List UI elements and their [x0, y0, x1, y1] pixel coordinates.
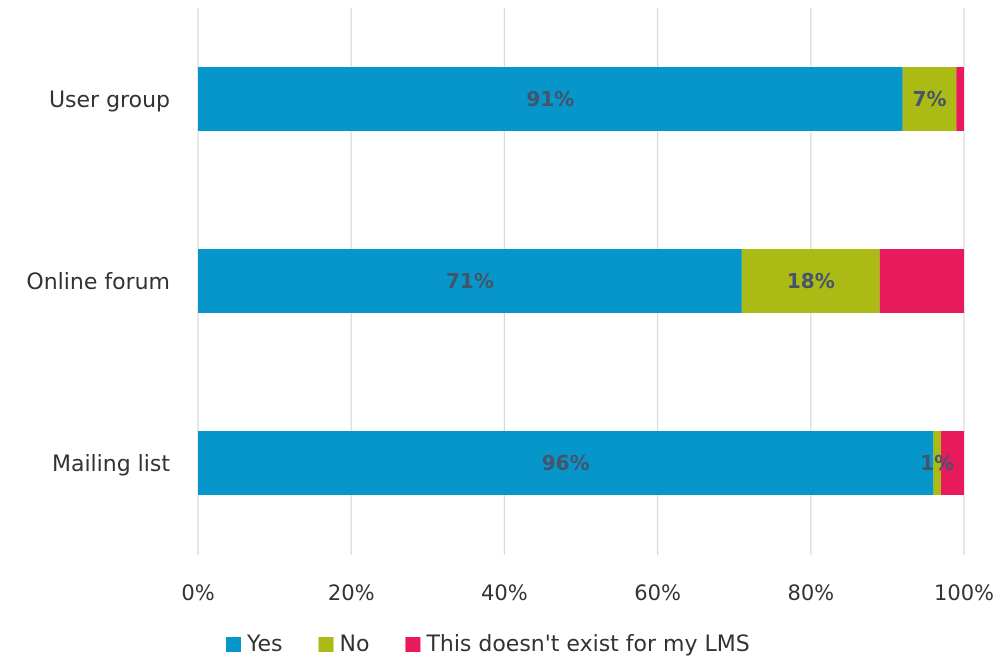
category-label: User group — [49, 88, 170, 113]
data-label-user-group-no: 7% — [913, 87, 947, 111]
data-label-mailing-list-yes: 96% — [542, 451, 590, 475]
category-label: Online forum — [26, 270, 170, 295]
legend-swatch-yes — [226, 637, 241, 652]
data-label-online-forum-yes: 71% — [446, 269, 494, 293]
data-label-online-forum-no: 18% — [787, 269, 835, 293]
bar-mailing-list-yes — [198, 431, 934, 495]
x-tick-label: 60% — [634, 581, 681, 605]
legend-label-yes: Yes — [246, 632, 283, 657]
x-axis-tick-labels: 0% 20% 40% 60% 80% 100% — [181, 581, 994, 605]
category-label: Mailing list — [52, 452, 170, 477]
legend-swatch-this-doesn-t-exist-for-my-lms — [405, 637, 421, 652]
legend: Yes No This doesn't exist for my LMS — [226, 632, 750, 657]
x-tick-label: 80% — [787, 581, 834, 605]
category-labels: User group Online forum Mailing list — [26, 88, 170, 477]
bar-online-forum-yes — [198, 249, 742, 313]
bar-online-forum-this-doesn-t-exist-for-my-lms — [879, 249, 964, 313]
x-tick-label: 100% — [934, 581, 994, 605]
legend-swatch-no — [318, 637, 334, 652]
legend-label-no: No — [340, 632, 370, 657]
bar-mailing-list-no — [933, 431, 942, 495]
data-label-user-group-yes: 91% — [526, 87, 574, 111]
bar-user-group-no — [902, 67, 957, 131]
bar-mailing-list-this-doesn-t-exist-for-my-lms — [941, 431, 964, 495]
data-label-mailing-list-no: 1% — [920, 451, 954, 475]
x-tick-label: 0% — [181, 581, 214, 605]
x-tick-label: 40% — [481, 581, 528, 605]
legend-label-this-doesn-t-exist-for-my-lms: This doesn't exist for my LMS — [425, 632, 749, 657]
x-tick-label: 20% — [328, 581, 375, 605]
bar-online-forum-no — [741, 249, 880, 313]
bar-user-group-yes — [198, 67, 903, 131]
bars: 91% 7% 71% 18% 96% 1% — [198, 67, 964, 495]
bar-user-group-this-doesn-t-exist-for-my-lms — [956, 67, 964, 131]
